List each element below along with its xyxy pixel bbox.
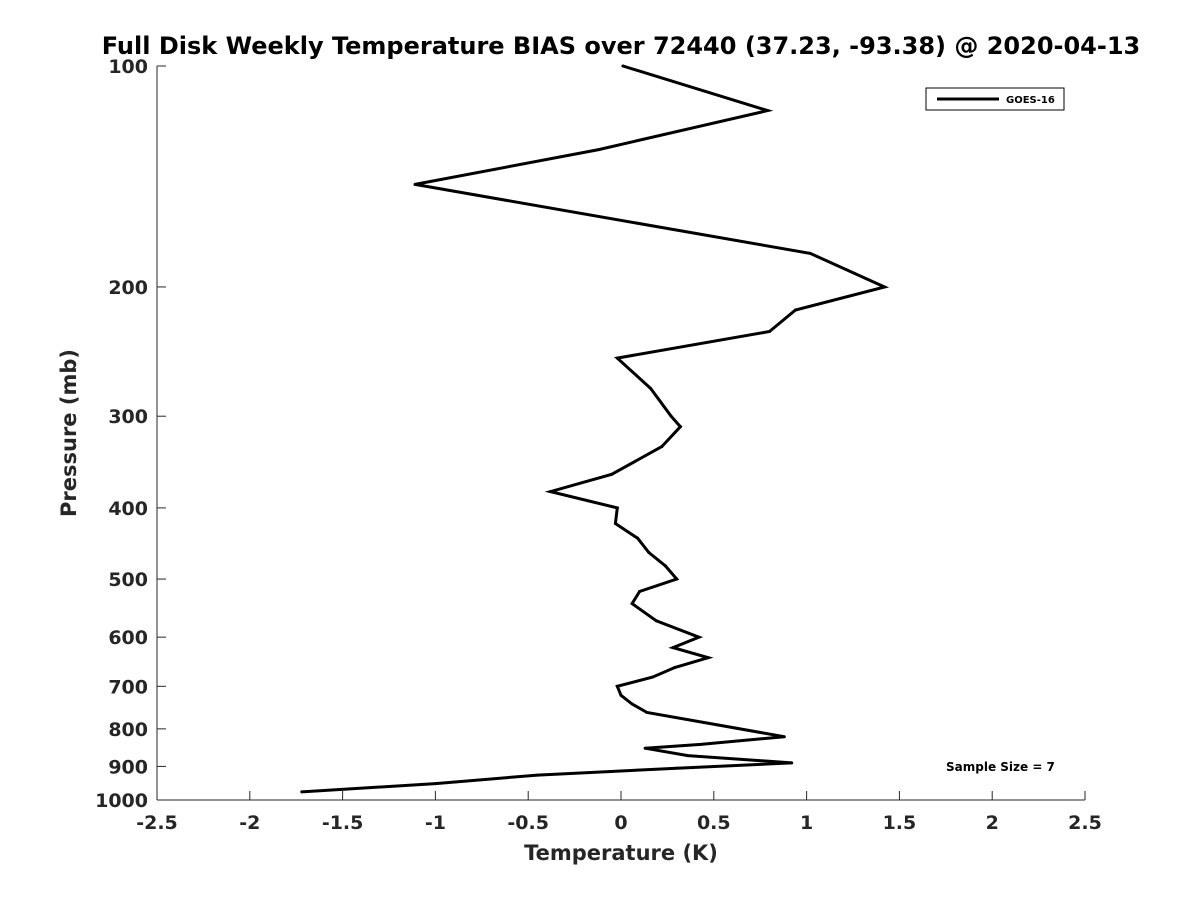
- data-point-0-40: [535, 773, 539, 777]
- data-point-0-32: [645, 711, 649, 715]
- data-point-0-6: [793, 308, 797, 312]
- data-point-0-5: [883, 285, 887, 289]
- y-axis-label: Pressure (mb): [57, 349, 81, 517]
- y-tick-label-1000: 1000: [95, 790, 148, 812]
- data-point-0-13: [610, 472, 614, 476]
- data-point-0-38: [790, 761, 794, 765]
- x-axis-ticks: -2.5 -2 -1.5 -1 -0.5 0 0.5 1 1.5 2 2.5: [136, 791, 1102, 834]
- data-point-0-26: [706, 656, 710, 660]
- data-point-0-20: [675, 577, 679, 581]
- data-point-0-35: [699, 742, 703, 746]
- data-point-0-42: [300, 790, 304, 794]
- y-tick-label-100: 100: [108, 56, 148, 78]
- data-point-0-15: [615, 506, 619, 510]
- data-point-0-30: [619, 693, 623, 697]
- data-point-0-41: [433, 782, 437, 786]
- data-point-0-21: [638, 590, 642, 594]
- y-tick-label-700: 700: [108, 676, 148, 698]
- data-point-0-25: [671, 646, 675, 650]
- y-tick-label-300: 300: [108, 406, 148, 428]
- data-point-0-1: [766, 109, 770, 113]
- plot-area: 100 200 300 400 500 600 700 800 900 1000 -2.5 -2 -1…: [95, 56, 1102, 834]
- y-tick-label-200: 200: [108, 277, 148, 299]
- x-tick-label-3: -1: [425, 812, 446, 834]
- data-point-0-8: [615, 356, 619, 360]
- series-line-goes-16: [301, 64, 890, 794]
- data-point-0-14: [548, 490, 552, 494]
- data-point-0-12: [660, 445, 664, 449]
- y-tick-label-900: 900: [108, 756, 148, 778]
- data-point-0-10: [669, 414, 673, 418]
- data-point-0-24: [697, 635, 701, 639]
- data-point-0-7: [767, 330, 771, 334]
- y-tick-label-800: 800: [108, 719, 148, 741]
- data-point-0-18: [647, 550, 651, 554]
- y-tick-label-400: 400: [108, 498, 148, 520]
- data-point-0-36: [643, 746, 647, 750]
- data-point-0-33: [716, 723, 720, 727]
- data-point-0-3: [413, 182, 417, 186]
- x-axis-label: Temperature (K): [524, 841, 718, 865]
- x-tick-label-7: 1: [800, 812, 813, 834]
- data-point-0-39: [675, 766, 679, 770]
- series-layer: [300, 64, 890, 794]
- x-tick-label-6: 0.5: [697, 812, 731, 834]
- data-point-0-19: [664, 564, 668, 568]
- chart-title: Full Disk Weekly Temperature BIAS over 7…: [102, 32, 1141, 60]
- x-tick-label-8: 1.5: [883, 812, 917, 834]
- data-point-0-34: [782, 735, 786, 739]
- data-point-0-31: [630, 702, 634, 706]
- x-tick-label-2: -1.5: [322, 812, 364, 834]
- data-point-0-0: [621, 64, 625, 68]
- data-point-0-11: [678, 425, 682, 429]
- x-tick-label-5: 0: [614, 812, 627, 834]
- legend-label-goes-16: GOES-16: [1006, 95, 1055, 106]
- data-point-0-2: [597, 148, 601, 152]
- y-axis-ticks: 100 200 300 400 500 600 700 800 900 1000: [95, 56, 166, 812]
- data-point-0-28: [651, 675, 655, 679]
- x-tick-label-1: -2: [239, 812, 260, 834]
- x-tick-label-0: -2.5: [136, 812, 178, 834]
- data-point-0-23: [654, 619, 658, 623]
- x-tick-label-10: 2.5: [1068, 812, 1102, 834]
- x-tick-label-9: 2: [986, 812, 999, 834]
- data-point-0-4: [808, 251, 812, 255]
- data-point-0-29: [615, 684, 619, 688]
- x-tick-label-4: -0.5: [507, 812, 549, 834]
- data-point-0-22: [630, 602, 634, 606]
- y-tick-label-600: 600: [108, 627, 148, 649]
- data-point-0-17: [636, 536, 640, 540]
- data-point-0-27: [673, 666, 677, 670]
- legend: GOES-16: [925, 87, 1065, 111]
- sample-size-annotation: Sample Size = 7: [946, 760, 1055, 774]
- y-tick-label-500: 500: [108, 569, 148, 591]
- data-point-0-16: [613, 521, 617, 525]
- data-point-0-9: [649, 386, 653, 390]
- data-point-0-37: [686, 754, 690, 758]
